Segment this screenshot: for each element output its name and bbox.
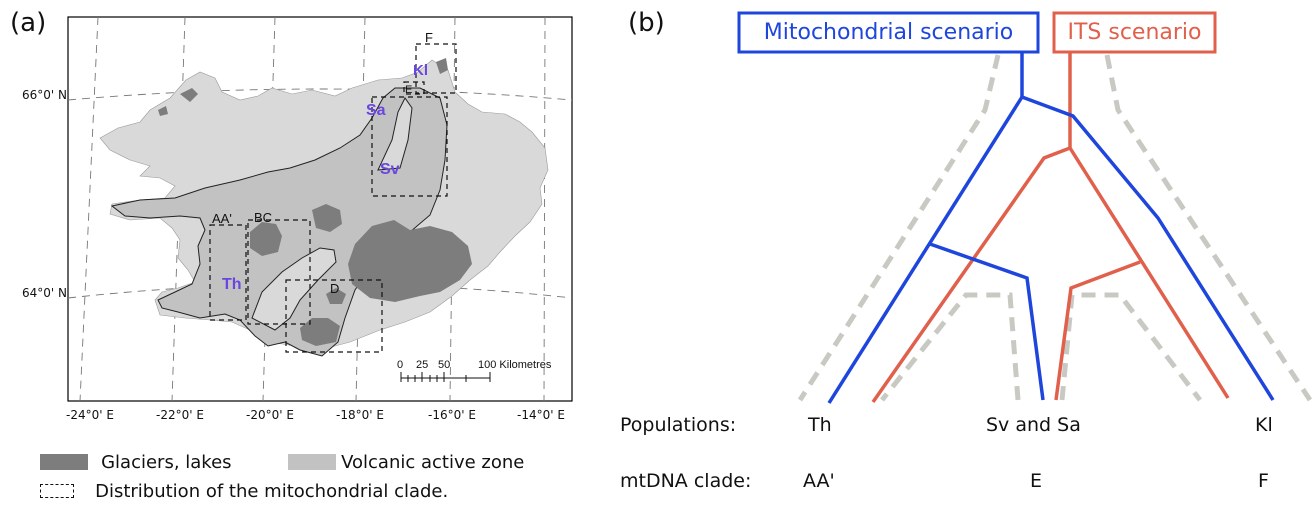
scenario-tree [737,11,1312,404]
legend-distribution-label: Distribution of the mitochondrial clade. [95,481,449,502]
lon-label-18: -18°0' E [336,408,384,422]
population-kl: Kl [1255,414,1273,436]
scale-tick-25: 25 [416,359,428,371]
its-scenario-lines [871,50,1230,404]
clade-f: F [1258,470,1269,492]
mito-scenario-label: Mitochondrial scenario [763,20,1014,45]
volcanic-swatch [288,454,336,470]
iceland-map: F Kl E Sa Sv AA' BC Th D 0 25 50 100 Kil… [67,16,573,402]
lon-label-20: -20°0' E [246,408,294,422]
scale-bar: 0 25 50 100 Kilometres [397,359,552,382]
legend-volcanic-label: Volcanic active zone [341,452,525,473]
lon-label-16: -16°0' E [428,408,476,422]
region-label-th: Th [222,276,242,293]
legend-volcanic: Volcanic active zone [288,452,524,473]
panel-a-label: (a) [10,8,47,38]
region-label-e: E [405,84,412,96]
lon-label-14: -14°0' E [517,408,565,422]
panel-b-label: (b) [628,8,665,38]
clade-distribution-boxes [209,43,457,353]
legend-distribution: Distribution of the mitochondrial clade. [40,481,448,502]
its-scenario-box [1052,11,1217,54]
populations-label: Populations: [620,414,737,436]
mito-scenario-lines [827,50,1275,404]
clade-label: mtDNA clade: [620,470,752,492]
scale-tick-0: 0 [397,359,403,371]
region-label-d: D [330,281,339,296]
tree-shadow-lines [797,54,1312,402]
region-label-bc: BC [254,210,272,225]
population-sv-sa: Sv and Sa [986,414,1081,436]
glacier-swatch [40,454,88,470]
mito-scenario-box [737,11,1040,54]
legend-glaciers-label: Glaciers, lakes [101,452,232,473]
its-scenario-label: ITS scenario [1067,20,1202,45]
region-label-sv: Sv [380,161,400,178]
scale-tick-50: 50 [438,359,450,371]
glaciers [158,58,472,346]
clade-aa: AA' [803,470,835,492]
region-label-aa: AA' [212,211,232,226]
volcanic-zone [110,87,448,357]
lat-label-64: 64°0' N [22,286,67,300]
region-label-kl: Kl [413,62,428,79]
lon-label-22: -22°0' E [156,408,204,422]
region-labels: F Kl E Sa Sv AA' BC Th D [212,30,433,296]
clade-e: E [1030,470,1043,492]
scale-end: 100 Kilometres [478,359,552,371]
population-th: Th [808,414,832,436]
lon-label-24: -24°0' E [66,408,114,422]
lat-label-66: 66°0' N [22,88,67,102]
region-label-f: F [425,30,433,45]
legend-glaciers: Glaciers, lakes [40,452,232,473]
distribution-swatch [40,484,74,498]
region-label-sa: Sa [366,102,386,119]
